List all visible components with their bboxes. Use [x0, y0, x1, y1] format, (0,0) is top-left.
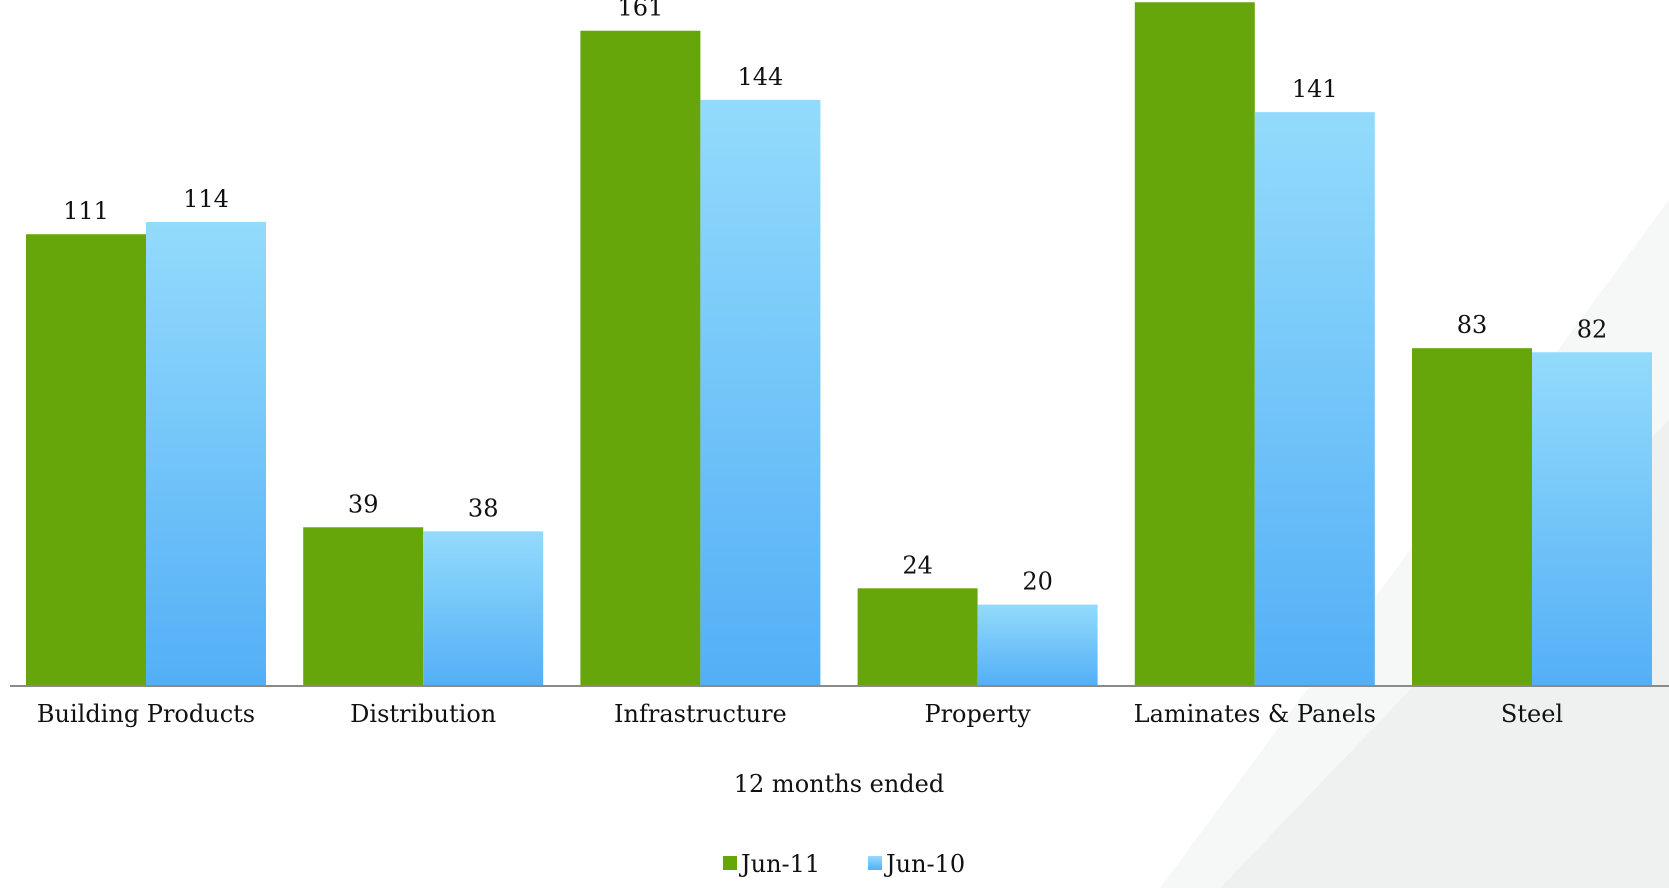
bar-laminates-panels-jun-10 [1254, 112, 1375, 686]
value-label-building-products-jun-10: 114 [183, 185, 229, 213]
value-label-building-products-jun-11: 111 [63, 197, 109, 225]
value-label-infrastructure-jun-11: 161 [617, 0, 663, 22]
legend-swatch-jun-10 [868, 856, 882, 870]
bar-steel-jun-11 [1412, 348, 1532, 686]
value-label-property-jun-10: 20 [1022, 568, 1053, 596]
bar-building-products-jun-11 [26, 234, 146, 687]
value-label-distribution-jun-10: 38 [468, 494, 499, 522]
category-label-infrastructure: Infrastructure [614, 700, 787, 728]
legend-swatch-jun-11 [723, 856, 737, 870]
value-labels-group: 111114393816114424201681418382 [63, 0, 1607, 596]
bar-laminates-panels-jun-11 [1134, 2, 1255, 687]
legend-label-jun-11: Jun-11 [738, 850, 820, 878]
value-label-laminates-panels-jun-10: 141 [1292, 75, 1338, 103]
category-label-property: Property [924, 700, 1031, 728]
bar-property-jun-10 [977, 604, 1098, 686]
legend-label-jun-10: Jun-10 [883, 850, 965, 878]
bar-infrastructure-jun-11 [580, 30, 701, 687]
category-labels-group: Building Products Distribution Infrastruct… [37, 700, 1563, 728]
bar-distribution-jun-11 [303, 527, 424, 686]
value-label-distribution-jun-11: 39 [348, 490, 379, 518]
bar-steel-jun-10 [1532, 352, 1652, 686]
category-label-building-products: Building Products [37, 700, 255, 728]
bar-distribution-jun-10 [423, 531, 544, 686]
category-label-steel: Steel [1501, 700, 1563, 728]
bar-building-products-jun-10 [146, 222, 266, 686]
value-label-infrastructure-jun-10: 144 [737, 63, 783, 91]
bars-group [26, 2, 1652, 687]
value-label-property-jun-11: 24 [902, 551, 933, 579]
legend: Jun-11 Jun-10 [723, 850, 965, 878]
category-label-laminates-panels: Laminates & Panels [1134, 700, 1376, 728]
value-label-steel-jun-10: 82 [1577, 315, 1608, 343]
category-label-distribution: Distribution [350, 700, 496, 728]
bar-infrastructure-jun-10 [700, 99, 821, 687]
bar-property-jun-11 [857, 588, 978, 686]
x-axis-title: 12 months ended [734, 770, 944, 798]
value-label-steel-jun-11: 83 [1457, 311, 1488, 339]
